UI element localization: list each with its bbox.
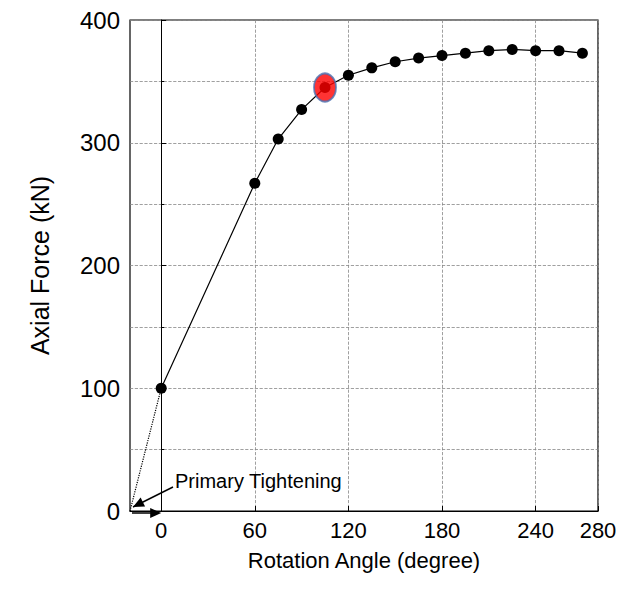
svg-text:200: 200 [80, 252, 120, 279]
svg-text:280: 280 [580, 518, 617, 543]
svg-text:180: 180 [424, 518, 461, 543]
svg-text:100: 100 [80, 375, 120, 402]
svg-text:0: 0 [155, 518, 167, 543]
svg-text:400: 400 [80, 7, 120, 34]
svg-text:300: 300 [80, 129, 120, 156]
svg-text:120: 120 [330, 518, 367, 543]
svg-text:Axial Force (kN): Axial Force (kN) [26, 176, 54, 355]
svg-text:240: 240 [517, 518, 554, 543]
svg-text:Primary Tightening: Primary Tightening [175, 470, 342, 492]
svg-text:Rotation Angle (degree): Rotation Angle (degree) [248, 548, 480, 573]
svg-text:0: 0 [107, 498, 120, 525]
svg-text:60: 60 [243, 518, 267, 543]
